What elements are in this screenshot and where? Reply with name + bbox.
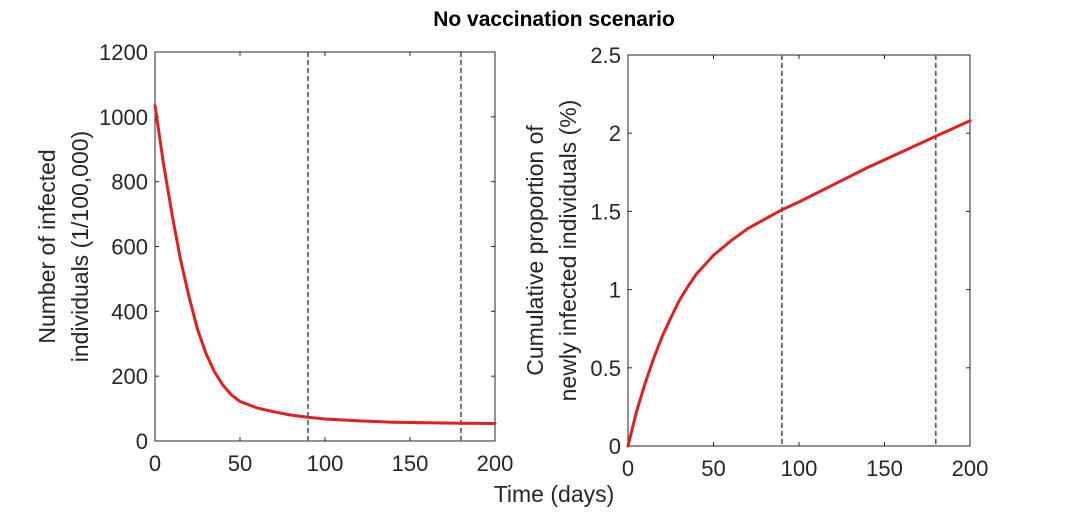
axes-frame: [627, 54, 971, 447]
series-line-0: [626, 119, 972, 448]
y-tick-label: 2: [609, 121, 621, 146]
figure-title: No vaccination scenario: [433, 8, 675, 31]
shared-x-axis-label: Time (days): [494, 481, 615, 507]
y-tick-label: 1.5: [590, 199, 621, 224]
x-tick-label: 200: [952, 456, 989, 481]
axes-frame: [154, 51, 496, 442]
x-tick-label: 0: [149, 451, 161, 476]
x-tick-label: 0: [622, 456, 634, 481]
x-tick-label: 100: [781, 456, 818, 481]
series-line-0: [153, 104, 497, 425]
y-tick-label: 800: [111, 170, 148, 195]
x-tick-label: 50: [228, 451, 252, 476]
y-axis-label-line-2: newly infected individuals (%): [555, 100, 581, 402]
x-tick-label: 200: [477, 451, 514, 476]
y-tick-label: 1000: [99, 105, 148, 130]
y-tick-label: 1: [609, 278, 621, 303]
y-tick-label: 0: [609, 434, 621, 459]
y-axis-label-line-1: Cumulative proportion of: [522, 125, 548, 376]
left-panel-infected-count: 0 50 100 150 200 0 200 400 600 800 1000 1200 Number …: [34, 40, 513, 476]
y-tick-label: 400: [111, 299, 148, 324]
x-tick-label: 150: [392, 451, 429, 476]
right-panel-cumulative-proportion: 0 50 100 150 200 0 0.5 1 1.5 2 2.5 Cumulative propo…: [522, 43, 988, 481]
x-tick-label: 50: [701, 456, 725, 481]
x-tick-label: 100: [307, 451, 344, 476]
y-tick-label: 0: [136, 429, 148, 454]
y-axis-label-line-2: individuals (1/100,000): [67, 131, 93, 362]
y-axis-label-line-1: Number of infected: [34, 149, 60, 343]
y-tick-label: 200: [111, 364, 148, 389]
y-tick-label: 1200: [99, 40, 148, 65]
x-tick-label: 150: [866, 456, 903, 481]
y-tick-label: 600: [111, 235, 148, 260]
y-tick-label: 0.5: [590, 356, 621, 381]
y-tick-label: 2.5: [590, 43, 621, 68]
